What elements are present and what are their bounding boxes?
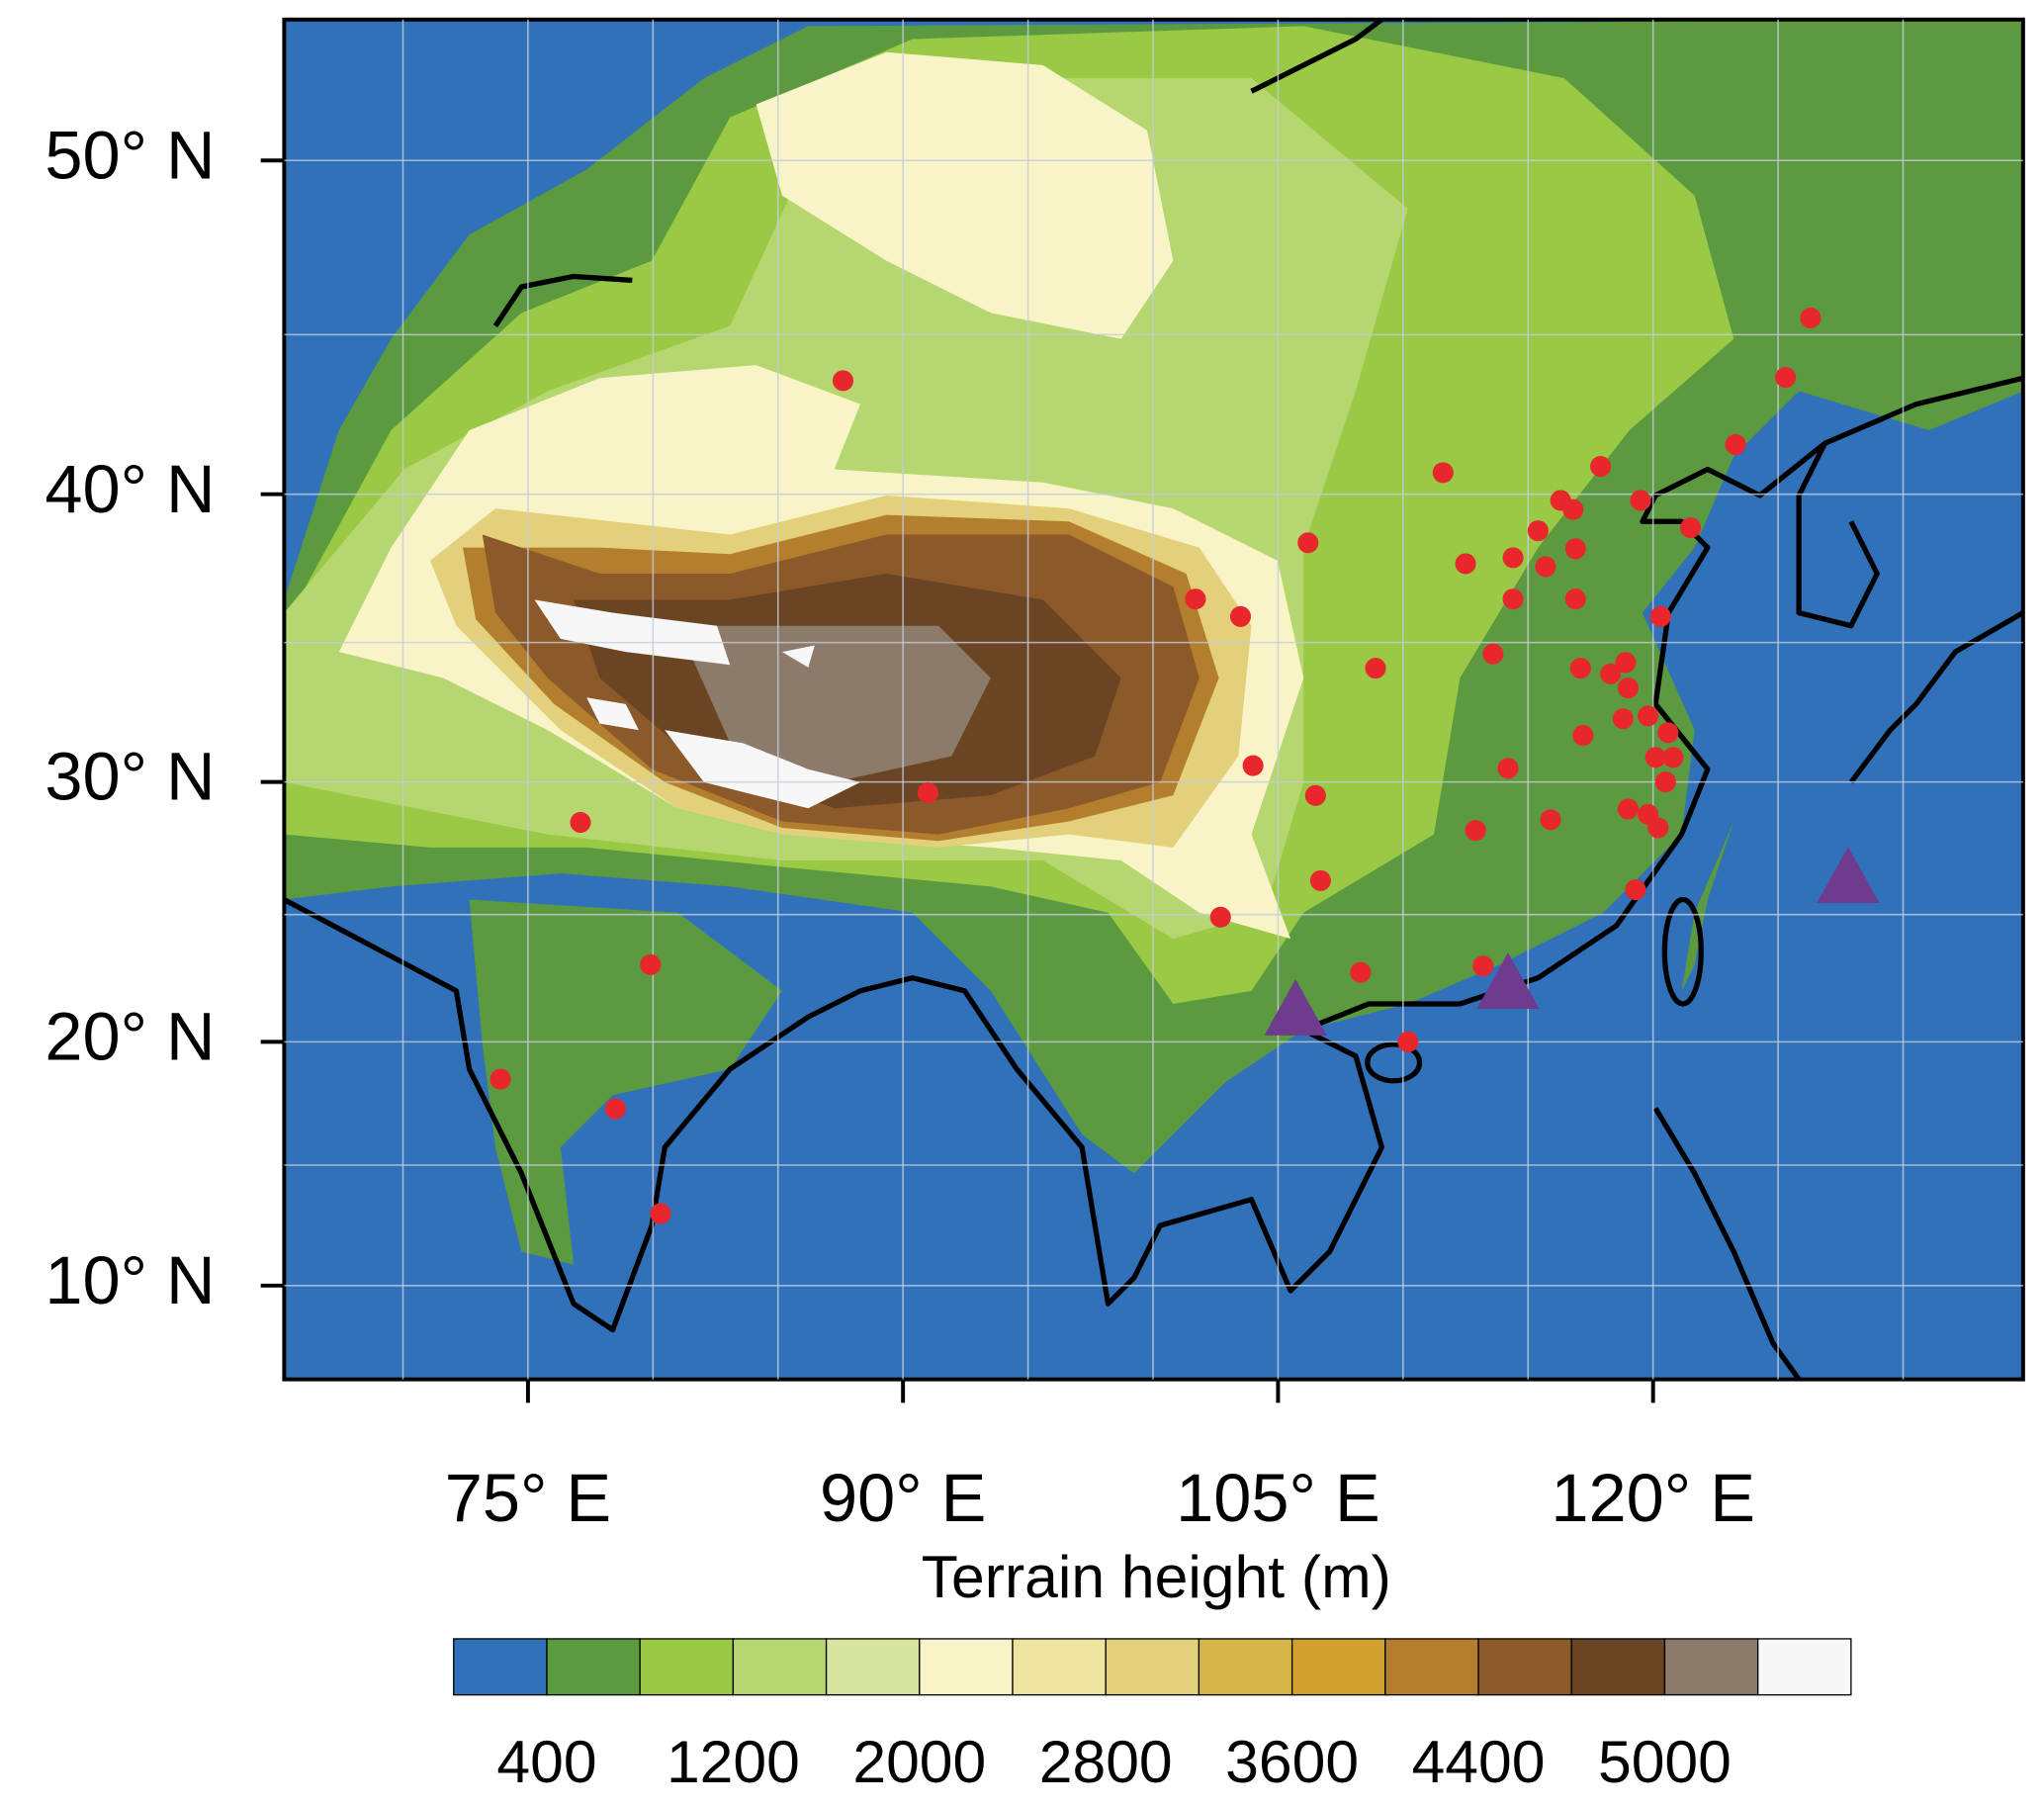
x-tick-label: 120° E bbox=[1551, 1460, 1754, 1536]
site-marker bbox=[1476, 952, 1540, 1010]
station bbox=[1465, 820, 1486, 842]
y-tick-label: 10° N bbox=[44, 1242, 215, 1318]
colorbar-tick-label: 4400 bbox=[1412, 1728, 1546, 1795]
colorbar-box bbox=[732, 1638, 828, 1696]
station bbox=[1397, 1031, 1419, 1052]
y-tick-label: 20° N bbox=[44, 998, 215, 1074]
colorbar-box bbox=[1570, 1638, 1666, 1696]
station bbox=[650, 1203, 671, 1224]
colorbar-box bbox=[453, 1638, 548, 1696]
station bbox=[1638, 705, 1659, 727]
colorbar-box bbox=[1290, 1638, 1386, 1696]
station bbox=[1612, 708, 1634, 730]
colorbar-tick-label: 400 bbox=[496, 1728, 596, 1795]
station bbox=[1185, 588, 1206, 610]
station bbox=[1562, 498, 1584, 520]
station bbox=[1569, 658, 1591, 679]
station bbox=[1482, 643, 1504, 665]
colorbar-tick-label: 3600 bbox=[1225, 1728, 1359, 1795]
station bbox=[640, 953, 662, 975]
colorbar-box bbox=[1477, 1638, 1572, 1696]
colorbar-box bbox=[546, 1638, 641, 1696]
station bbox=[1309, 869, 1331, 891]
station bbox=[1502, 547, 1524, 569]
colorbar-tick-label: 2000 bbox=[852, 1728, 986, 1795]
station bbox=[1775, 367, 1797, 389]
x-tick-label: 105° E bbox=[1176, 1460, 1379, 1536]
station bbox=[1630, 490, 1651, 511]
y-tick-label: 40° N bbox=[44, 451, 215, 527]
y-tick-label: 30° N bbox=[44, 739, 215, 815]
colorbar-box bbox=[1663, 1638, 1759, 1696]
colorbar-box bbox=[1012, 1638, 1107, 1696]
colorbar-tick-label: 1200 bbox=[667, 1728, 800, 1795]
station bbox=[1472, 955, 1494, 977]
x-tick-label: 75° E bbox=[445, 1460, 611, 1536]
station bbox=[1350, 961, 1372, 983]
station bbox=[1497, 758, 1519, 779]
station bbox=[1297, 532, 1319, 554]
colorbar-box bbox=[825, 1638, 921, 1696]
colorbar-title: Terrain height (m) bbox=[922, 1543, 1391, 1610]
colorbar-tick-label: 5000 bbox=[1598, 1728, 1732, 1795]
station bbox=[1502, 588, 1524, 610]
site-marker bbox=[1817, 847, 1880, 904]
station bbox=[1644, 747, 1666, 768]
station bbox=[1625, 879, 1646, 901]
site-marker bbox=[1264, 978, 1327, 1036]
station bbox=[1800, 307, 1822, 329]
station bbox=[1647, 817, 1669, 839]
colorbar-box bbox=[1198, 1638, 1293, 1696]
x-tick-label: 90° E bbox=[820, 1460, 986, 1536]
colorbar-box bbox=[639, 1638, 735, 1696]
station bbox=[1649, 605, 1671, 627]
colorbar-box bbox=[1105, 1638, 1200, 1696]
station bbox=[832, 370, 854, 392]
station bbox=[1564, 588, 1586, 610]
colorbar-box bbox=[919, 1638, 1014, 1696]
station bbox=[1535, 556, 1556, 578]
station bbox=[1654, 771, 1676, 793]
station bbox=[1527, 520, 1549, 542]
station bbox=[1242, 755, 1264, 776]
station bbox=[1455, 553, 1476, 575]
station bbox=[1725, 433, 1746, 455]
station bbox=[1617, 798, 1639, 820]
station bbox=[604, 1098, 626, 1120]
station bbox=[1564, 538, 1586, 560]
station bbox=[1615, 652, 1637, 674]
station bbox=[570, 811, 591, 834]
station bbox=[1572, 724, 1594, 747]
station bbox=[1680, 517, 1702, 539]
station bbox=[1365, 658, 1386, 679]
overlay: 75° E 90° E 105° E 120° E 10° N 20° N 30° N 40°… bbox=[44, 19, 2023, 1795]
station bbox=[489, 1068, 511, 1090]
station bbox=[1209, 906, 1231, 928]
station bbox=[1600, 663, 1622, 684]
station bbox=[1304, 784, 1326, 806]
station bbox=[1590, 456, 1612, 478]
station bbox=[1229, 605, 1252, 627]
station bbox=[1540, 809, 1561, 831]
station bbox=[1432, 462, 1454, 484]
station bbox=[1662, 747, 1684, 768]
y-tick-label: 50° N bbox=[44, 117, 215, 193]
station bbox=[917, 782, 938, 804]
colorbar-tick-label: 2800 bbox=[1039, 1728, 1173, 1795]
colorbar-box bbox=[1756, 1638, 1852, 1696]
station bbox=[1657, 722, 1679, 744]
colorbar-box bbox=[1384, 1638, 1479, 1696]
station bbox=[1617, 678, 1639, 699]
